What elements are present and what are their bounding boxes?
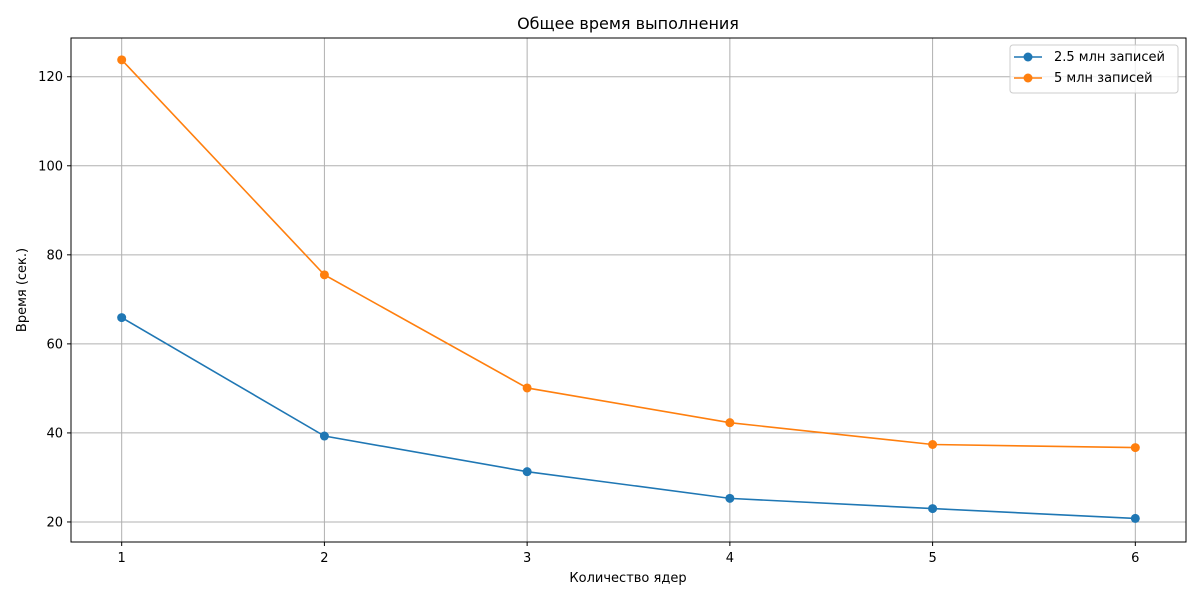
data-point bbox=[117, 55, 127, 65]
legend-label-1: 2.5 млн записей bbox=[1054, 50, 1165, 65]
y-tick-label: 40 bbox=[46, 426, 63, 441]
data-point bbox=[319, 431, 329, 441]
x-axis-label: Количество ядер bbox=[569, 571, 686, 586]
plot-frame bbox=[70, 37, 1187, 543]
legend-marker-2 bbox=[1023, 73, 1033, 83]
data-point bbox=[725, 418, 735, 428]
y-tick-label: 80 bbox=[46, 248, 63, 263]
data-point bbox=[522, 383, 532, 393]
x-tick-label: 3 bbox=[523, 551, 531, 566]
y-tick-label: 100 bbox=[38, 159, 63, 174]
chart-title: Общее время выполнения bbox=[517, 14, 739, 33]
data-point bbox=[1130, 513, 1140, 523]
legend-marker-1 bbox=[1023, 52, 1033, 62]
x-tick-label: 4 bbox=[726, 551, 734, 566]
series-2 bbox=[117, 55, 1140, 453]
legend-box bbox=[1009, 44, 1179, 94]
legend-label-2: 5 млн записей bbox=[1054, 71, 1153, 86]
data-point bbox=[319, 270, 329, 280]
x-tick-label: 5 bbox=[928, 551, 936, 566]
x-tick-label: 6 bbox=[1131, 551, 1139, 566]
y-tick-label: 20 bbox=[46, 515, 63, 530]
y-axis-label: Время (сек.) bbox=[15, 248, 30, 332]
series-line bbox=[121, 316, 1136, 520]
data-point bbox=[1130, 443, 1140, 453]
data-point bbox=[117, 313, 127, 323]
x-tick-label: 2 bbox=[320, 551, 328, 566]
grid bbox=[71, 38, 1186, 542]
ticks: 1 2 3 4 5 6 20 40 60 80 100 120 bbox=[38, 70, 1139, 566]
data-point bbox=[725, 493, 735, 503]
y-tick-label: 60 bbox=[46, 337, 63, 352]
series-1 bbox=[117, 313, 1140, 523]
data-point bbox=[928, 439, 938, 449]
legend: 2.5 млн записей 5 млн записей bbox=[1009, 44, 1179, 94]
data-point bbox=[928, 504, 938, 514]
x-tick-label: 1 bbox=[118, 551, 126, 566]
series-line bbox=[121, 59, 1136, 449]
series-layer bbox=[117, 55, 1140, 523]
y-tick-label: 120 bbox=[38, 70, 63, 85]
data-point bbox=[522, 467, 532, 477]
